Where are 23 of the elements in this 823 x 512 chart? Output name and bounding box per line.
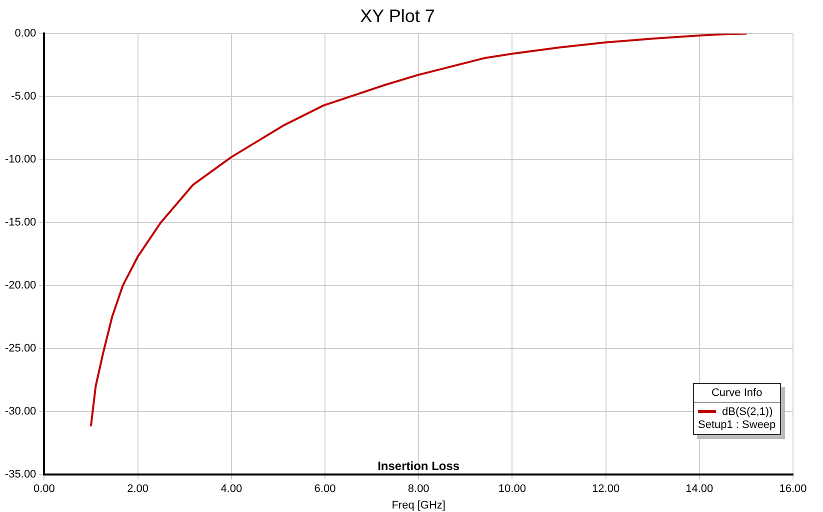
y-tick-label: 0.00 — [14, 28, 36, 40]
x-tick-label: 2.00 — [127, 483, 148, 496]
y-tick-label: -20.00 — [4, 280, 36, 292]
y-tick-label: -5.00 — [11, 90, 36, 103]
y-tick-label: -30.00 — [4, 406, 36, 418]
annotation: Setup1 : Sweep — [697, 418, 777, 433]
x-tick-label: 6.00 — [314, 483, 336, 496]
annotation: Insertion Loss — [378, 458, 460, 473]
x-tick-label: 0.00 — [33, 483, 55, 496]
chart-title: XY Plot 7 — [360, 6, 435, 26]
x-tick-label: 10.00 — [498, 483, 526, 496]
y-tick-label: -10.00 — [4, 154, 36, 166]
y-tick-label: -15.00 — [4, 216, 36, 229]
x-tick-label: 14.00 — [686, 483, 714, 496]
x-tick-label: 8.00 — [408, 483, 430, 496]
x-tick-label: 16.00 — [779, 483, 807, 496]
legend-label: dB(S(2,1)) — [722, 406, 773, 418]
legend-title: Curve Info — [694, 384, 780, 403]
x-tick-label: 12.00 — [592, 483, 620, 496]
y-tick-label: -25.00 — [4, 342, 36, 355]
y-tick-label: -35.00 — [4, 468, 36, 481]
x-tick-label: 4.00 — [220, 483, 242, 496]
x-axis-title: Freq [GHz] — [392, 499, 446, 512]
